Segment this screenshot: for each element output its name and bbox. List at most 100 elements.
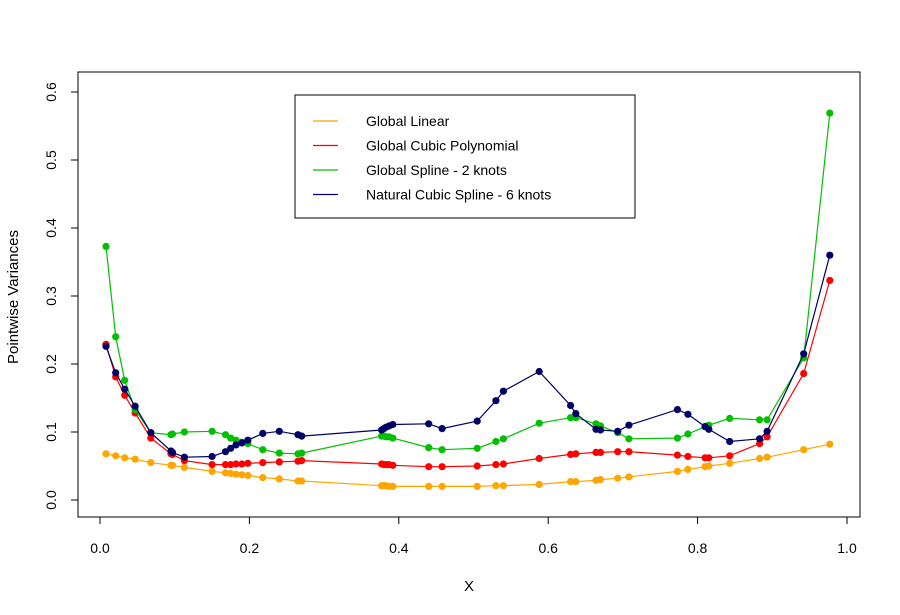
- data-point: [535, 419, 543, 427]
- data-point: [244, 471, 252, 480]
- data-point: [614, 427, 622, 435]
- x-tick-label: 0.4: [389, 540, 409, 556]
- data-point: [756, 454, 764, 463]
- data-point: [614, 474, 622, 482]
- legend: Global Linear Global Cubic Polynomial Glob…: [294, 94, 636, 219]
- data-point: [826, 276, 834, 284]
- y-axis-title: Pointwise Variances: [5, 230, 22, 364]
- x-tick-label: 1.0: [837, 540, 857, 556]
- data-point: [438, 482, 446, 490]
- data-point: [473, 417, 481, 425]
- data-point: [572, 410, 580, 418]
- data-point: [763, 453, 771, 461]
- series-3: [102, 109, 834, 458]
- data-point: [425, 482, 433, 490]
- data-point: [259, 446, 267, 454]
- data-point: [259, 429, 267, 437]
- data-point: [756, 416, 764, 424]
- y-tick-label: 0.1: [43, 422, 59, 442]
- series-line: [105, 280, 831, 468]
- legend-items: Global Linear Global Cubic Polynomial Glob…: [313, 113, 551, 203]
- data-point: [826, 251, 834, 259]
- data-point: [473, 462, 481, 470]
- data-point: [567, 478, 575, 486]
- x-tick-label: 0.2: [240, 540, 260, 556]
- data-point: [244, 436, 252, 444]
- data-point: [596, 426, 605, 434]
- data-point: [800, 446, 808, 454]
- data-point: [227, 461, 235, 469]
- data-point: [232, 460, 240, 468]
- data-point: [147, 434, 155, 442]
- data-point: [535, 480, 543, 488]
- data-point: [168, 448, 177, 456]
- data-point: [208, 452, 216, 461]
- legend-label: Global Spline - 2 knots: [366, 162, 507, 178]
- data-point: [221, 461, 230, 469]
- data-point: [625, 421, 633, 429]
- data-point: [244, 459, 252, 467]
- data-point: [298, 457, 306, 465]
- data-point: [227, 469, 235, 478]
- data-point: [232, 441, 240, 449]
- data-point: [596, 448, 605, 456]
- data-point: [826, 109, 834, 117]
- series-1: [102, 440, 834, 490]
- data-point: [102, 242, 110, 250]
- data-point: [180, 453, 188, 461]
- data-point: [298, 432, 306, 440]
- data-point: [121, 454, 129, 462]
- data-point: [705, 425, 713, 433]
- data-point: [121, 376, 129, 384]
- data-point: [425, 463, 433, 471]
- y-tick-label: 0.2: [43, 354, 59, 374]
- data-point: [147, 429, 155, 437]
- y-tick-label: 0.3: [43, 286, 59, 306]
- data-point: [684, 465, 692, 473]
- data-point: [102, 342, 110, 350]
- data-point: [208, 467, 216, 475]
- data-point: [800, 369, 808, 378]
- data-point: [535, 367, 543, 376]
- data-point: [112, 369, 120, 377]
- data-point: [227, 444, 235, 452]
- data-point: [673, 434, 682, 442]
- data-point: [499, 435, 507, 443]
- data-point: [131, 455, 139, 463]
- data-point: [756, 435, 764, 443]
- x-tick-label: 0.6: [538, 540, 558, 556]
- data-point: [726, 452, 734, 460]
- data-point: [275, 475, 283, 483]
- data-point: [221, 431, 230, 439]
- data-point: [684, 410, 692, 418]
- data-point: [275, 458, 283, 466]
- data-point: [121, 391, 129, 399]
- data-point: [147, 459, 155, 467]
- data-point: [567, 401, 575, 410]
- data-point: [259, 459, 267, 467]
- data-point: [438, 425, 446, 433]
- data-point: [221, 448, 230, 456]
- data-point: [705, 462, 713, 470]
- data-point: [492, 437, 500, 446]
- data-point: [112, 333, 120, 341]
- x-tick-label: 0.0: [90, 540, 110, 556]
- data-point: [567, 450, 575, 458]
- data-point: [499, 387, 507, 395]
- data-point: [275, 427, 283, 435]
- data-point: [238, 439, 246, 447]
- data-point: [492, 482, 500, 490]
- data-point: [389, 482, 397, 490]
- data-point: [180, 428, 188, 436]
- y-tick-label: 0.4: [43, 218, 59, 238]
- data-point: [572, 450, 580, 458]
- data-point: [499, 460, 507, 468]
- axes: 0.0 0.2 0.4 0.6 0.8 1.0 0.0 0.1 0.2 0.3 0.4 0.5 0.6: [43, 82, 857, 556]
- data-point: [535, 454, 543, 463]
- legend-box: [294, 94, 636, 219]
- data-point: [275, 449, 283, 457]
- data-point: [438, 463, 446, 471]
- data-point: [684, 452, 692, 461]
- data-point: [425, 420, 433, 428]
- data-point: [705, 454, 713, 462]
